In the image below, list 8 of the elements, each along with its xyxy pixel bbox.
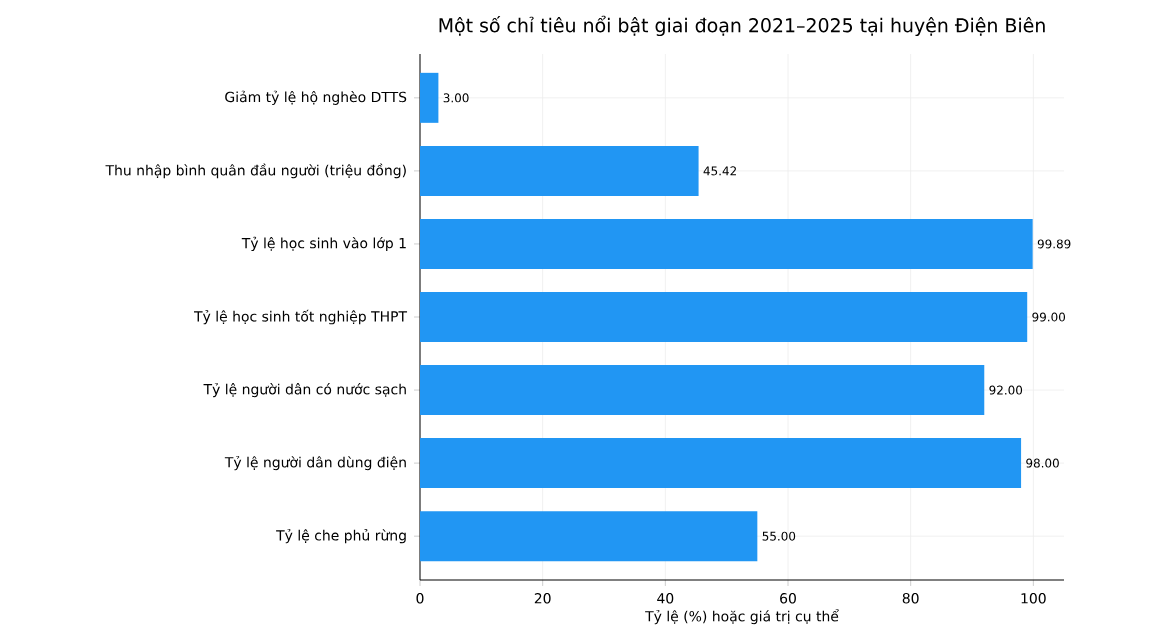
chart-title: Một số chỉ tiêu nổi bật giai đoạn 2021–2025 tại huyện Điện Biên xyxy=(439,15,1045,37)
bar xyxy=(420,292,1028,342)
bar xyxy=(420,438,1022,489)
bar xyxy=(420,72,439,123)
bar xyxy=(420,365,985,416)
bar xyxy=(420,511,758,562)
bar xyxy=(420,145,699,196)
bar xyxy=(420,218,1033,269)
